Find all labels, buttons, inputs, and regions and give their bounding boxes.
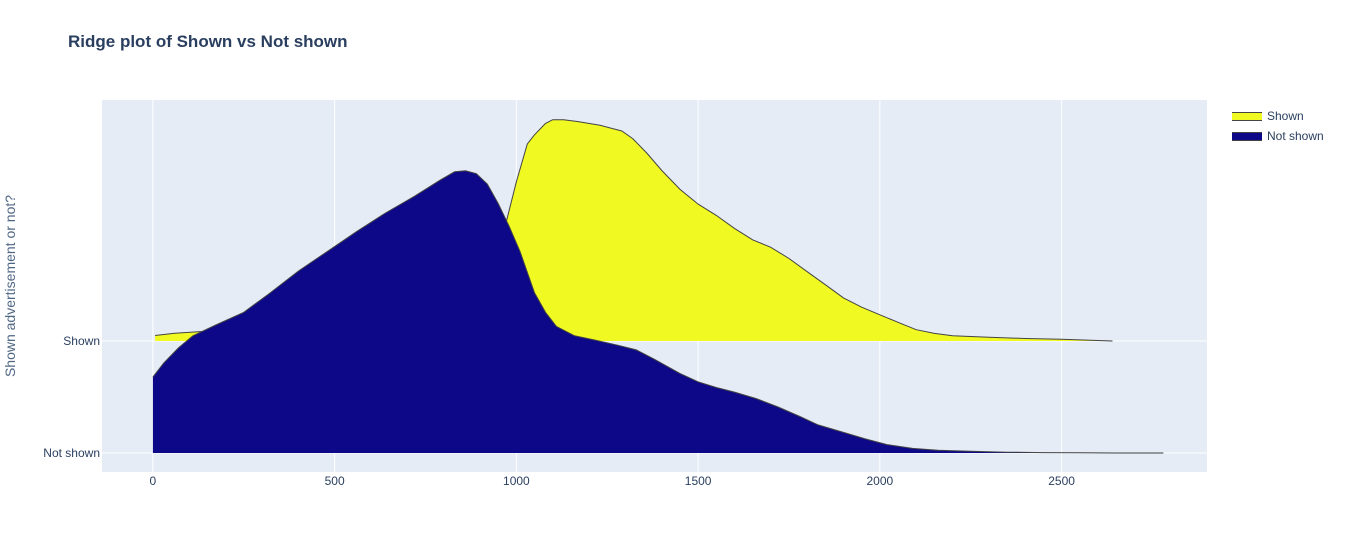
y-tick-label: Shown bbox=[63, 334, 100, 348]
chart-title: Ridge plot of Shown vs Not shown bbox=[68, 32, 348, 51]
axis-ticks: 0 500 1000 1500 2000 2500 Not shown Shown bbox=[43, 334, 1075, 488]
x-tick-label: 1000 bbox=[503, 474, 530, 488]
x-tick-label: 500 bbox=[325, 474, 345, 488]
x-tick-label: 2500 bbox=[1048, 474, 1075, 488]
x-tick-label: 2000 bbox=[867, 474, 894, 488]
legend-label-shown: Shown bbox=[1267, 109, 1304, 123]
legend-item-shown[interactable]: Shown bbox=[1232, 106, 1324, 126]
legend-swatch-shown bbox=[1232, 111, 1262, 121]
ridges bbox=[152, 119, 1164, 454]
legend-item-not-shown[interactable]: Not shown bbox=[1232, 126, 1324, 146]
x-tick-label: 1500 bbox=[685, 474, 712, 488]
legend-label-not-shown: Not shown bbox=[1267, 129, 1324, 143]
ridge-line-not-shown bbox=[152, 170, 1164, 454]
ridge-area-shown[interactable] bbox=[155, 119, 1113, 341]
legend-swatch-not-shown bbox=[1232, 131, 1262, 141]
x-tick-label: 0 bbox=[150, 474, 157, 488]
legend: Shown Not shown bbox=[1232, 106, 1324, 146]
y-tick-label: Not shown bbox=[43, 446, 100, 460]
ridge-area-not-shown[interactable] bbox=[152, 170, 1164, 454]
